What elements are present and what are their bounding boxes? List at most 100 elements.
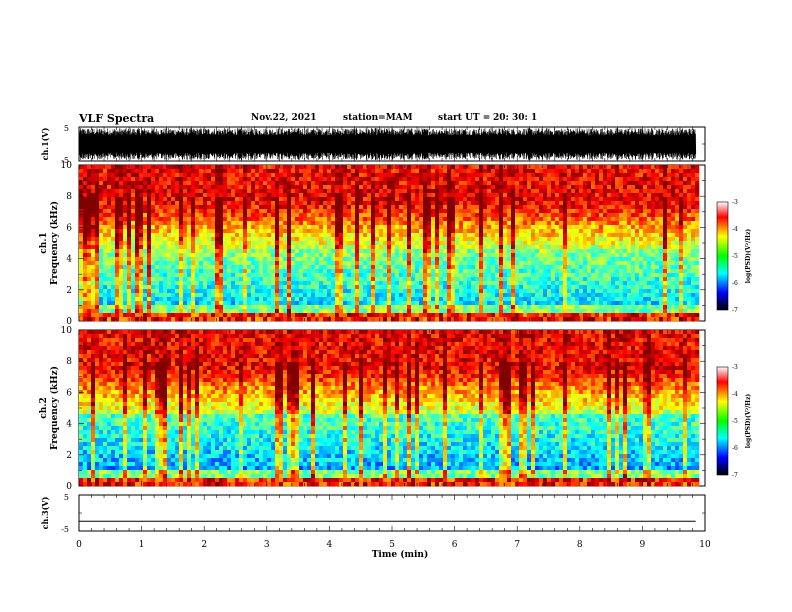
- spectrogram-cell: [383, 217, 388, 222]
- spectrogram-cell: [391, 165, 396, 170]
- spectrogram-cell: [591, 277, 596, 282]
- spectrogram-cell: [275, 225, 280, 230]
- spectrogram-cell: [259, 269, 264, 274]
- spectrogram-cell: [591, 269, 596, 274]
- spectrogram-cell: [607, 277, 612, 282]
- figure-title: VLF Spectra: [79, 112, 155, 125]
- spectrogram-cell: [223, 289, 228, 294]
- spectrogram-cell: [335, 289, 340, 294]
- spectrogram-cell: [151, 201, 156, 206]
- spectrogram-cell: [667, 265, 672, 270]
- spectrogram-cell: [151, 277, 156, 282]
- spectrogram-cell: [315, 281, 320, 286]
- spectrogram-cell: [127, 205, 132, 210]
- spectrogram-cell: [175, 225, 180, 230]
- spectrogram-cell: [103, 205, 108, 210]
- spectrogram-cell: [555, 217, 560, 222]
- spectrogram-cell: [403, 213, 408, 218]
- spectrogram-cell: [367, 209, 372, 214]
- spectrogram-cell: [187, 177, 192, 182]
- spectrogram-cell: [583, 225, 588, 230]
- spectrogram-cell: [291, 249, 296, 254]
- spectrogram-cell: [135, 185, 140, 190]
- spectrogram-cell: [427, 193, 432, 198]
- spectrogram-cell: [611, 245, 616, 250]
- spectrogram-cell: [627, 225, 632, 230]
- spectrogram-cell: [379, 205, 384, 210]
- spectrogram-cell: [99, 197, 104, 202]
- spectrogram-cell: [375, 225, 380, 230]
- spectrogram-cell: [695, 209, 700, 214]
- spectrogram-cell: [335, 261, 340, 266]
- spectrogram-cell: [151, 213, 156, 218]
- spectrogram-cell: [655, 225, 660, 230]
- spectrogram-cell: [655, 205, 660, 210]
- spectrogram-cell: [191, 261, 196, 266]
- spectrogram-cell: [103, 181, 108, 186]
- spectrogram-cell: [591, 193, 596, 198]
- spectrogram-cell: [331, 265, 336, 270]
- spectrogram-cell: [187, 205, 192, 210]
- spectrogram-cell: [79, 289, 84, 294]
- spectrogram-cell: [323, 269, 328, 274]
- spectrogram-cell: [359, 205, 364, 210]
- spectrogram-cell: [443, 205, 448, 210]
- spectrogram-cell: [635, 273, 640, 278]
- spectrogram-cell: [323, 197, 328, 202]
- spectrogram-cell: [427, 237, 432, 242]
- spectrogram-cell: [307, 269, 312, 274]
- spectrogram-cell: [395, 197, 400, 202]
- spectrogram-cell: [207, 285, 212, 290]
- spectrogram-cell: [515, 269, 520, 274]
- spectrogram-cell: [343, 173, 348, 178]
- spectrogram-cell: [555, 205, 560, 210]
- spectrogram-cell: [539, 209, 544, 214]
- spectrogram-cell: [647, 225, 652, 230]
- spectrogram-cell: [515, 185, 520, 190]
- spectrogram-cell: [479, 165, 484, 170]
- spectrogram-cell: [575, 249, 580, 254]
- spectrogram-cell: [531, 185, 536, 190]
- spectrogram-cell: [95, 241, 100, 246]
- spectrogram-cell: [87, 197, 92, 202]
- spectrogram-cell: [291, 205, 296, 210]
- spectrogram-cell: [475, 265, 480, 270]
- spectrogram-cell: [95, 221, 100, 226]
- spectrogram-cell: [523, 209, 528, 214]
- spectrogram-cell: [263, 285, 268, 290]
- spectrogram-cell: [507, 205, 512, 210]
- spectrogram-cell: [183, 169, 188, 174]
- spectrogram-cell: [263, 245, 268, 250]
- spectrogram-cell: [487, 209, 492, 214]
- spectrogram-cell: [467, 217, 472, 222]
- spectrogram-cell: [187, 249, 192, 254]
- spectrogram-cell: [207, 277, 212, 282]
- spectrogram-cell: [475, 221, 480, 226]
- spectrogram-cell: [675, 225, 680, 230]
- spectrogram-cell: [651, 245, 656, 250]
- spectrogram-cell: [351, 185, 356, 190]
- spectrogram-cell: [79, 185, 84, 190]
- spectrogram-cell: [447, 281, 452, 286]
- spectrogram-cell: [343, 225, 348, 230]
- spectrogram-cell: [603, 209, 608, 214]
- spectrogram-cell: [431, 193, 436, 198]
- spectrogram-cell: [547, 225, 552, 230]
- spectrogram-cell: [183, 233, 188, 238]
- spectrogram-cell: [219, 185, 224, 190]
- spectrogram-cell: [363, 165, 368, 170]
- spectrogram-cell: [551, 209, 556, 214]
- spectrogram-cell: [83, 225, 88, 230]
- spectrogram-cell: [623, 165, 628, 170]
- spectrogram-cell: [495, 225, 500, 230]
- spectrogram-cell: [159, 197, 164, 202]
- spectrogram-cell: [79, 277, 84, 282]
- spectrogram-cell: [399, 241, 404, 246]
- spectrogram-cell: [119, 189, 124, 194]
- spectrogram-cell: [471, 177, 476, 182]
- spectrogram-cell: [623, 169, 628, 174]
- spectrogram-cell: [131, 273, 136, 278]
- spectrogram-cell: [451, 209, 456, 214]
- spectrogram-cell: [471, 265, 476, 270]
- spectrogram-cell: [219, 233, 224, 238]
